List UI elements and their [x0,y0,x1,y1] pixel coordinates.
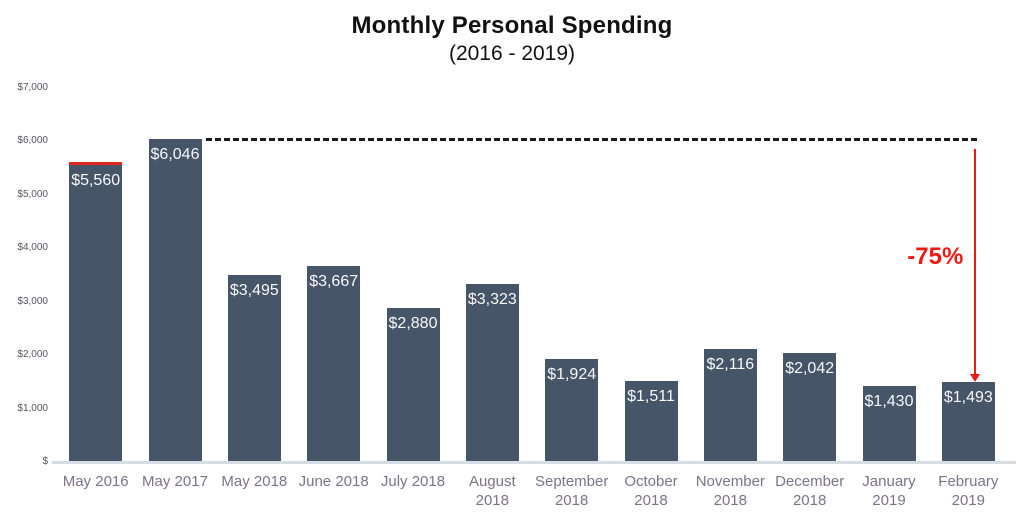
x-axis-label: December 2018 [775,473,845,509]
y-axis-tick-label: $ [42,456,48,467]
bar-value-label: $3,495 [229,282,279,300]
bar-value-label: $1,430 [864,392,914,410]
x-axis-label: February 2019 [938,473,999,509]
x-axis-label: May 2017 [142,473,208,490]
x-axis-label: June 2018 [298,473,369,490]
x-axis-label: July 2018 [380,473,446,490]
bar: $3,667 [307,266,361,461]
x-axis-label: August 2018 [468,473,516,509]
bar: $2,880 [386,308,440,461]
chart-subtitle: (2016 - 2019) [448,42,576,65]
decline-arrow-head-icon [970,374,981,383]
bar: $3,323 [465,284,519,461]
bar-value-label: $3,667 [309,273,359,291]
y-axis-tick-label: $4,000 [17,242,48,254]
bar-value-label: $1,511 [627,388,675,406]
x-axis-label: May 2018 [221,473,288,490]
bar-value-label: $3,323 [467,291,517,309]
bar: $1,511 [624,381,678,461]
chart-title: Monthly Personal Spending [351,12,673,39]
x-axis-label: October 2018 [624,473,678,509]
y-axis-tick-label: $1,000 [17,402,48,414]
y-axis-tick-label: $7,000 [17,82,48,93]
bar-value-label: $2,116 [706,355,755,373]
bar: $5,560 [69,164,123,461]
y-axis-tick-label: $3,000 [17,295,48,307]
bar-value-label: $1,493 [943,389,993,407]
bar: $2,116 [703,348,757,461]
decline-percent-label: -75% [907,242,964,270]
bar-value-label: $1,924 [547,366,597,384]
bar: $3,495 [227,275,281,461]
bar: $1,493 [941,382,995,461]
x-axis-label: November 2018 [695,473,765,509]
bar-value-label: $6,046 [150,145,200,163]
bar-value-label: $5,560 [71,171,121,189]
decline-arrow-line [974,148,977,375]
y-axis-tick-label: $5,000 [17,188,48,200]
bar-value-label: $2,880 [388,315,438,333]
x-axis-label: September 2018 [534,473,609,509]
y-axis-tick-label: $6,000 [17,135,48,147]
bar: $1,924 [545,359,599,461]
bar: $1,430 [862,385,916,461]
x-axis-label: January 2019 [862,473,916,509]
bar-value-label: $2,042 [785,359,835,377]
decline-dotted-reference-line [205,137,978,141]
x-axis-baseline [52,461,1016,464]
bar: $6,046 [148,138,202,461]
first-bar-red-cap [69,161,123,165]
x-axis-label: May 2016 [62,473,129,490]
bar: $2,042 [783,352,837,461]
y-axis-tick-label: $2,000 [17,349,48,361]
